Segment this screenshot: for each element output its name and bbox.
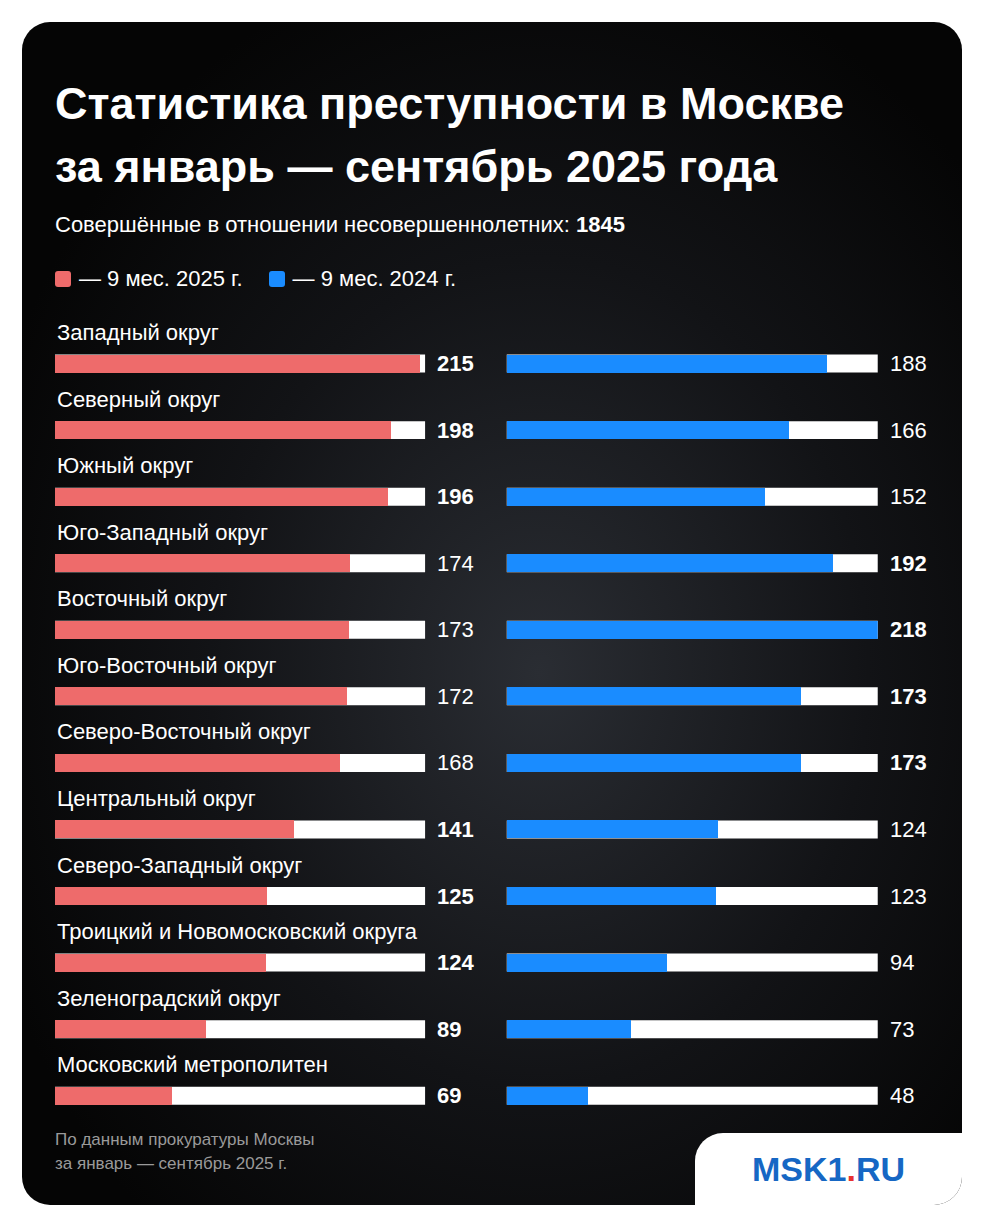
svg-text:89: 89: [437, 1017, 461, 1042]
svg-text:192: 192: [890, 551, 927, 576]
svg-text:124: 124: [437, 950, 474, 975]
html-text:MSK1. RU: MSK1. RU: [752, 1149, 905, 1188]
html-text:По данным прокуратуры Москвы з: По данным прокуратуры Москвы за январь —…: [55, 1130, 315, 1173]
svg-text:173: 173: [890, 684, 927, 709]
svg-text:Западный округ: Западный округ: [57, 320, 219, 345]
svg-text:215: 215: [437, 351, 474, 376]
html-text:— 9 мес. 2024 г.: — 9 мес. 2024 г.: [292, 266, 457, 291]
svg-text:198: 198: [437, 418, 474, 443]
svg-text:69: 69: [437, 1083, 461, 1108]
html-text:Статистика преступности в Моск: Статистика преступности в Москве за янва…: [55, 78, 844, 192]
svg-text:Северный округ: Северный округ: [57, 387, 220, 412]
svg-text:73: 73: [890, 1017, 914, 1042]
svg-text:173: 173: [437, 617, 474, 642]
svg-text:188: 188: [890, 351, 927, 376]
svg-text:Троицкий и Новомосковский окру: Троицкий и Новомосковский округа: [57, 919, 418, 944]
svg-text:174: 174: [437, 551, 474, 576]
svg-text:Юго-Западный округ: Юго-Западный округ: [57, 520, 268, 545]
svg-text:123: 123: [890, 884, 927, 909]
svg-text:168: 168: [437, 750, 474, 775]
svg-text:125: 125: [437, 884, 474, 909]
svg-text:Северо-Западный округ: Северо-Западный округ: [57, 853, 302, 878]
svg-text:124: 124: [890, 817, 927, 842]
svg-text:Зеленоградский округ: Зеленоградский округ: [57, 986, 281, 1011]
svg-text:Южный округ: Южный округ: [57, 453, 193, 478]
html-text:Совершённые в отношении несове: Совершённые в отношении несовершеннолетн…: [55, 212, 625, 237]
svg-text:Центральный округ: Центральный округ: [57, 786, 256, 811]
svg-text:Северо-Восточный округ: Северо-Восточный округ: [57, 719, 311, 744]
svg-text:Московский метрополитен: Московский метрополитен: [57, 1052, 328, 1077]
svg-text:Юго-Восточный округ: Юго-Восточный округ: [57, 653, 277, 678]
svg-text:94: 94: [890, 950, 914, 975]
svg-text:141: 141: [437, 817, 474, 842]
svg-text:166: 166: [890, 418, 927, 443]
html-text:— 9 мес. 2025 г.: — 9 мес. 2025 г.: [79, 266, 243, 291]
svg-text:Восточный округ: Восточный округ: [57, 586, 227, 611]
svg-text:152: 152: [890, 484, 927, 509]
svg-text:196: 196: [437, 484, 474, 509]
svg-text:173: 173: [890, 750, 927, 775]
svg-text:218: 218: [890, 617, 927, 642]
svg-text:172: 172: [437, 684, 474, 709]
svg-text:48: 48: [890, 1083, 914, 1108]
